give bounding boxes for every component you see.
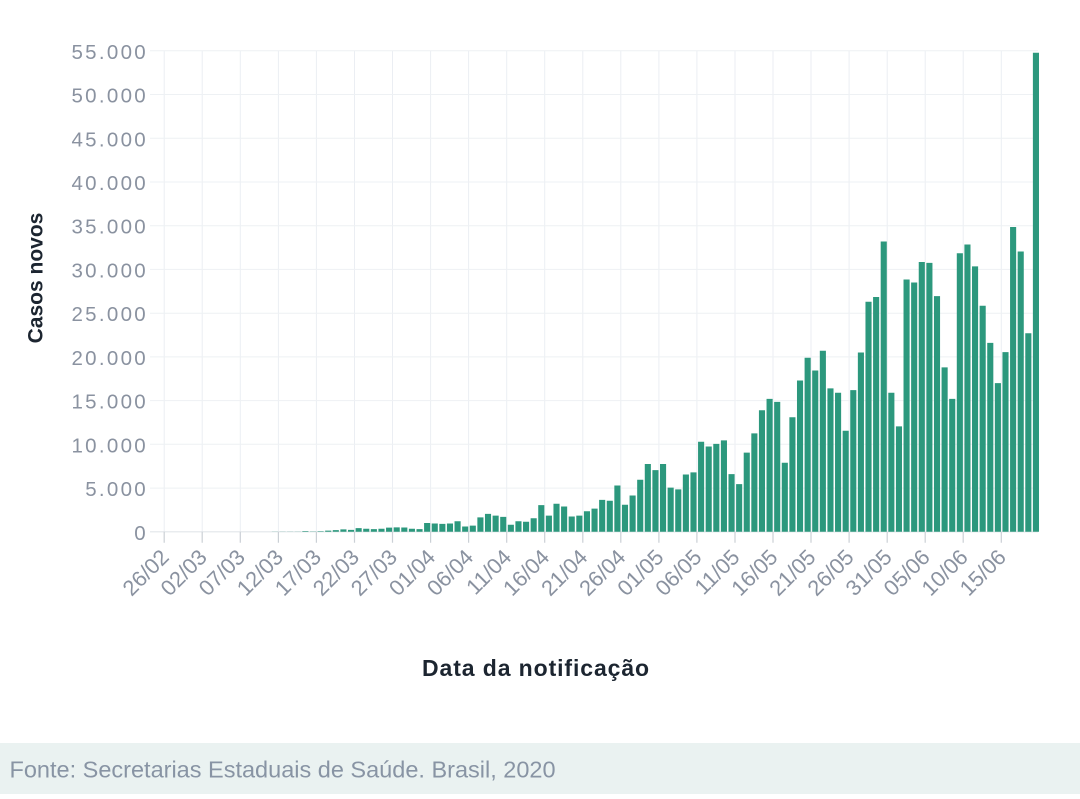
svg-text:10.000: 10.000 xyxy=(71,434,148,457)
svg-text:25.000: 25.000 xyxy=(71,303,148,326)
svg-text:0: 0 xyxy=(134,522,148,545)
svg-text:55.000: 55.000 xyxy=(71,41,148,64)
svg-text:50.000: 50.000 xyxy=(71,85,148,108)
svg-text:45.000: 45.000 xyxy=(71,128,148,151)
svg-text:15.000: 15.000 xyxy=(71,391,148,414)
svg-text:Data da notificação: Data da notificação xyxy=(422,655,650,681)
svg-text:40.000: 40.000 xyxy=(71,172,148,195)
svg-text:Casos novos: Casos novos xyxy=(25,213,48,344)
svg-text:30.000: 30.000 xyxy=(71,259,148,282)
svg-text:20.000: 20.000 xyxy=(71,347,148,370)
svg-text:5.000: 5.000 xyxy=(85,478,148,501)
svg-text:35.000: 35.000 xyxy=(71,216,148,239)
svg-text:Fonte: Secretarias Estaduais d: Fonte: Secretarias Estaduais de Saúde. B… xyxy=(10,757,556,783)
